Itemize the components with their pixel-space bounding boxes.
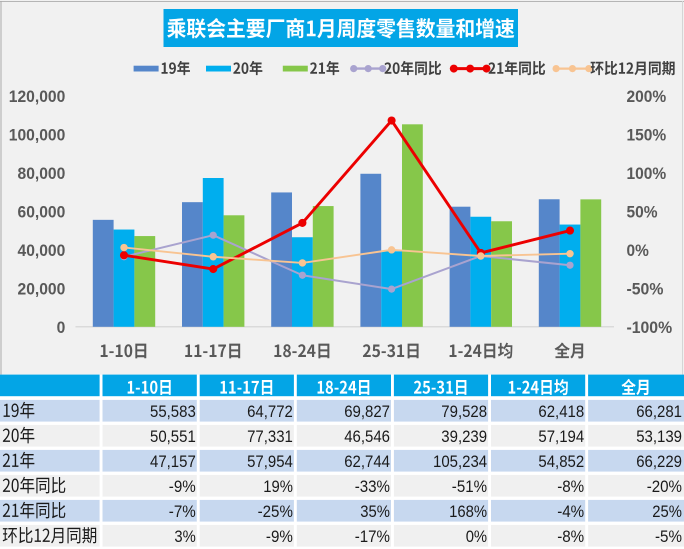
svg-text:120,000: 120,000 xyxy=(9,87,66,106)
svg-text:-51%: -51% xyxy=(452,477,488,496)
svg-text:105,234: 105,234 xyxy=(433,452,487,471)
svg-text:80,000: 80,000 xyxy=(18,164,66,183)
svg-text:200%: 200% xyxy=(627,87,667,106)
svg-text:54,852: 54,852 xyxy=(538,452,584,471)
svg-text:19%: 19% xyxy=(263,477,293,496)
svg-text:100%: 100% xyxy=(627,164,667,183)
svg-text:-8%: -8% xyxy=(557,527,584,546)
svg-text:60,000: 60,000 xyxy=(18,202,66,221)
svg-text:-25%: -25% xyxy=(258,502,294,521)
svg-text:40,000: 40,000 xyxy=(18,241,66,260)
svg-text:100,000: 100,000 xyxy=(9,125,66,144)
svg-text:-8%: -8% xyxy=(557,477,584,496)
svg-text:0: 0 xyxy=(57,318,66,337)
svg-text:-5%: -5% xyxy=(655,527,682,546)
svg-text:-17%: -17% xyxy=(355,527,391,546)
svg-text:62,744: 62,744 xyxy=(344,452,390,471)
svg-text:20,000: 20,000 xyxy=(18,279,66,298)
svg-text:3%: 3% xyxy=(174,527,196,546)
svg-text:168%: 168% xyxy=(449,502,487,521)
svg-text:57,194: 57,194 xyxy=(538,427,584,446)
svg-text:0%: 0% xyxy=(466,527,488,546)
svg-text:39,239: 39,239 xyxy=(441,427,487,446)
svg-text:-20%: -20% xyxy=(647,477,683,496)
svg-text:50,551: 50,551 xyxy=(150,427,196,446)
svg-text:47,157: 47,157 xyxy=(150,452,196,471)
svg-text:79,528: 79,528 xyxy=(441,402,487,421)
svg-text:69,827: 69,827 xyxy=(344,402,390,421)
svg-text:-9%: -9% xyxy=(169,477,196,496)
svg-text:150%: 150% xyxy=(627,125,667,144)
svg-text:-4%: -4% xyxy=(557,502,584,521)
svg-text:-9%: -9% xyxy=(266,527,293,546)
svg-text:35%: 35% xyxy=(360,502,390,521)
svg-text:-33%: -33% xyxy=(355,477,391,496)
svg-text:-50%: -50% xyxy=(627,279,664,298)
svg-text:46,546: 46,546 xyxy=(344,427,390,446)
svg-text:-100%: -100% xyxy=(627,318,673,337)
svg-text:62,418: 62,418 xyxy=(538,402,584,421)
svg-text:66,229: 66,229 xyxy=(636,452,682,471)
svg-text:0%: 0% xyxy=(627,241,649,260)
svg-text:64,772: 64,772 xyxy=(247,402,293,421)
svg-text:77,331: 77,331 xyxy=(247,427,293,446)
svg-text:50%: 50% xyxy=(627,202,658,221)
svg-text:53,139: 53,139 xyxy=(636,427,682,446)
svg-text:66,281: 66,281 xyxy=(636,402,682,421)
svg-text:57,954: 57,954 xyxy=(247,452,293,471)
svg-text:25%: 25% xyxy=(652,502,682,521)
svg-text:-7%: -7% xyxy=(169,502,196,521)
svg-text:55,583: 55,583 xyxy=(150,402,196,421)
